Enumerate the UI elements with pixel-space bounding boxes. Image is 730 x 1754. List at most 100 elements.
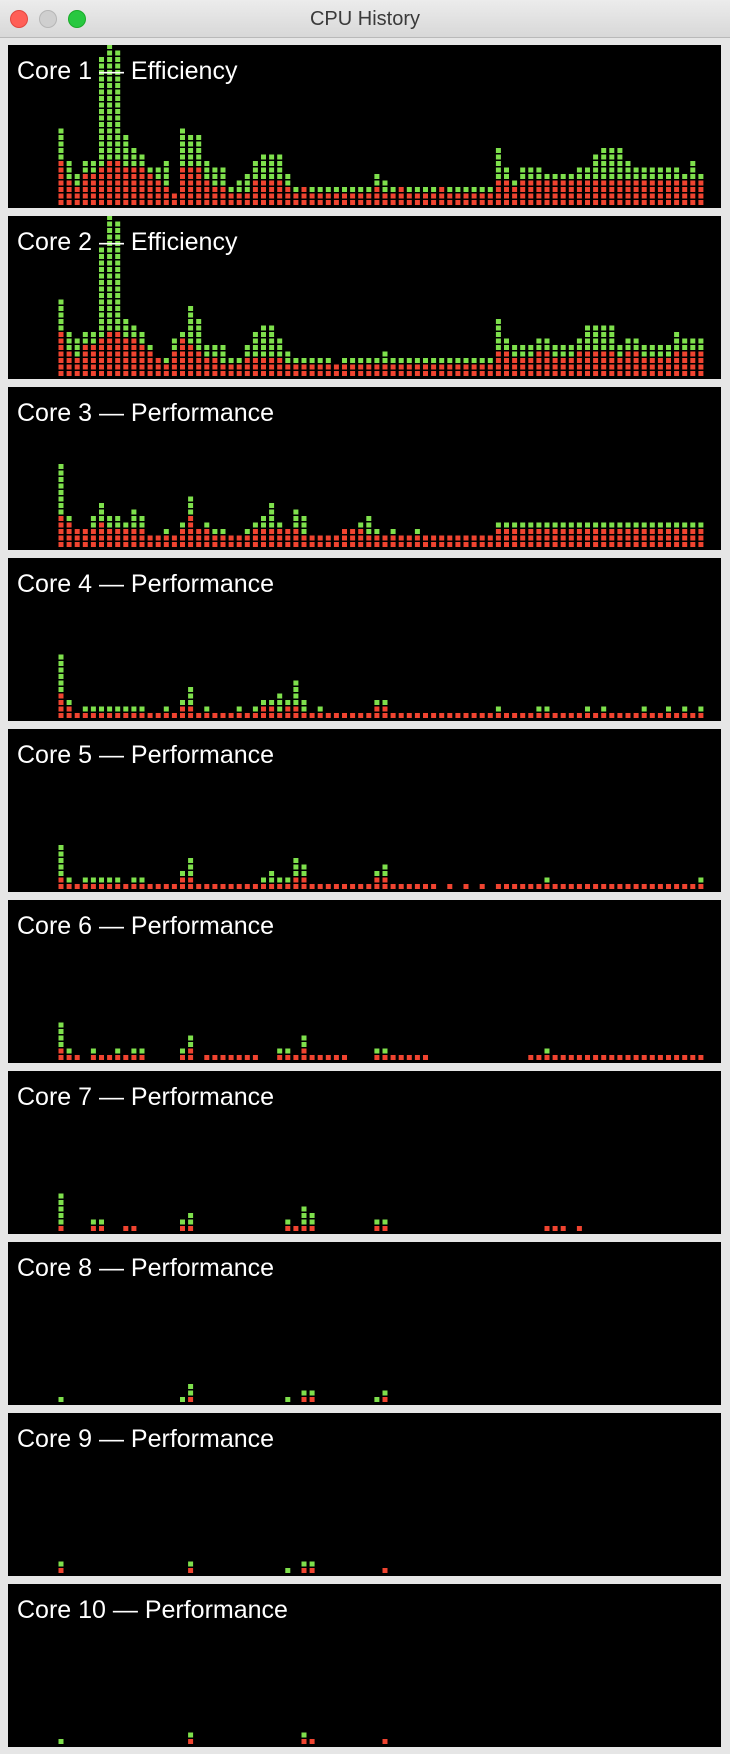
history-bar — [131, 877, 137, 889]
system-load-segment — [625, 1055, 631, 1060]
history-bar — [479, 713, 485, 718]
user-load-segment — [107, 325, 113, 331]
system-load-segment — [228, 713, 234, 718]
history-bar — [593, 522, 599, 547]
history-bar — [479, 884, 485, 889]
history-bar — [682, 522, 688, 547]
system-load-segment — [155, 713, 161, 718]
system-load-segment — [674, 187, 680, 192]
history-bar — [58, 464, 64, 547]
system-load-segment — [674, 1055, 680, 1060]
user-load-segment — [99, 247, 104, 253]
user-load-segment — [58, 1022, 64, 1028]
system-load-segment — [277, 713, 283, 718]
system-load-segment — [325, 542, 331, 547]
user-load-segment — [536, 167, 542, 173]
system-load-segment — [131, 358, 137, 363]
user-load-segment — [58, 845, 64, 850]
user-load-segment — [252, 174, 258, 179]
system-load-segment — [188, 1226, 194, 1231]
system-load-segment — [617, 187, 623, 192]
history-bar — [99, 1055, 104, 1060]
user-load-segment — [269, 700, 275, 705]
user-load-segment — [633, 338, 639, 344]
system-load-segment — [609, 193, 615, 199]
system-load-segment — [188, 1055, 194, 1060]
system-load-segment — [252, 200, 258, 205]
system-load-segment — [495, 180, 501, 186]
system-load-segment — [342, 200, 347, 205]
history-bar — [649, 522, 655, 547]
system-load-segment — [609, 371, 615, 376]
user-load-segment — [99, 286, 104, 292]
system-load-segment — [495, 193, 501, 199]
system-load-segment — [155, 884, 161, 889]
system-load-segment — [463, 193, 469, 199]
system-load-segment — [90, 1226, 96, 1231]
system-load-segment — [269, 180, 275, 186]
history-bar — [374, 174, 380, 205]
system-load-segment — [333, 1055, 339, 1060]
history-bar — [633, 338, 639, 376]
history-bar — [228, 1055, 234, 1060]
history-bar — [317, 535, 323, 547]
history-bar — [58, 654, 64, 718]
user-load-segment — [99, 109, 104, 114]
user-load-segment — [601, 332, 607, 337]
system-load-segment — [66, 535, 72, 541]
history-bar — [131, 325, 137, 376]
user-load-segment — [285, 1397, 291, 1402]
system-load-segment — [147, 371, 153, 376]
history-bar — [139, 1048, 145, 1060]
system-load-segment — [180, 1226, 185, 1231]
close-button[interactable] — [10, 10, 28, 28]
user-load-segment — [657, 522, 663, 528]
system-load-segment — [666, 180, 671, 186]
user-load-segment — [196, 148, 202, 153]
system-load-segment — [666, 884, 671, 889]
system-load-segment — [269, 358, 275, 363]
system-load-segment — [398, 535, 404, 541]
system-load-segment — [317, 193, 323, 199]
user-load-segment — [131, 706, 137, 712]
user-load-segment — [641, 345, 647, 350]
system-load-segment — [504, 542, 509, 547]
history-bar — [593, 1055, 599, 1060]
user-load-segment — [625, 167, 631, 173]
system-load-segment — [601, 180, 607, 186]
history-bar — [342, 1055, 347, 1060]
history-bar — [188, 135, 194, 205]
user-load-segment — [601, 174, 607, 179]
user-load-segment — [58, 1397, 64, 1402]
system-load-segment — [641, 371, 647, 376]
system-load-segment — [576, 187, 582, 192]
user-load-segment — [495, 174, 501, 179]
system-load-segment — [358, 535, 364, 541]
user-load-segment — [58, 864, 64, 870]
user-load-segment — [99, 135, 104, 140]
system-load-segment — [139, 371, 145, 376]
core-label: Core 5 — Performance — [17, 741, 275, 769]
user-load-segment — [107, 148, 113, 153]
system-load-segment — [593, 1055, 599, 1060]
minimize-button[interactable] — [39, 10, 57, 28]
system-load-segment — [131, 180, 137, 186]
system-load-segment — [123, 351, 129, 357]
user-load-segment — [180, 332, 185, 337]
system-load-segment — [398, 200, 404, 205]
system-load-segment — [115, 174, 121, 179]
system-load-segment — [552, 180, 558, 186]
system-load-segment — [447, 371, 453, 376]
system-load-segment — [269, 713, 275, 718]
system-load-segment — [196, 351, 202, 357]
system-load-segment — [406, 200, 412, 205]
system-load-segment — [585, 371, 590, 376]
zoom-button[interactable] — [68, 10, 86, 28]
system-load-segment — [99, 174, 104, 179]
system-load-segment — [568, 358, 574, 363]
system-load-segment — [204, 364, 210, 370]
title-bar[interactable]: CPU History — [0, 0, 730, 38]
history-bar — [196, 319, 202, 376]
user-load-segment — [301, 700, 307, 705]
system-load-segment — [690, 200, 696, 205]
